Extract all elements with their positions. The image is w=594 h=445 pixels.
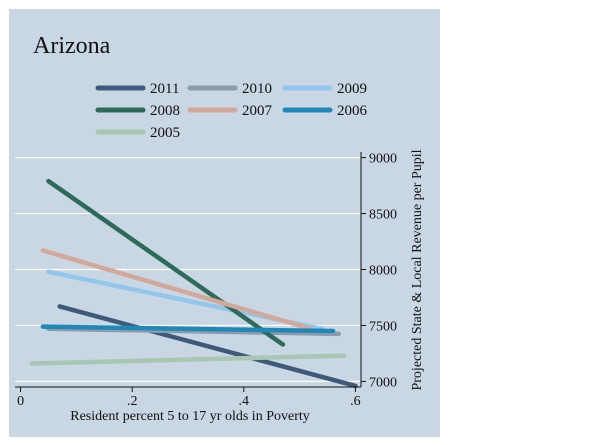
x-axis-label: Resident percent 5 to 17 yr olds in Pove… (70, 409, 310, 424)
y-tick-label-3: 8500 (369, 208, 397, 223)
x-tick-label-1: .2 (127, 394, 138, 409)
series-line-2005 (29, 353, 347, 366)
x-tick-label-0: 0 (17, 394, 24, 409)
series-lines (29, 178, 358, 389)
legend-label-2008: 2008 (150, 103, 180, 119)
series-line-2011 (57, 304, 358, 389)
y-tick-label-2: 8000 (369, 264, 397, 279)
axes: 0 .2 .4 .6 7000 7500 8000 8500 9000 (15, 152, 397, 409)
y-tick-label-1: 7500 (369, 319, 397, 334)
y-tick-label-0: 7000 (369, 375, 397, 390)
legend-label-2011: 2011 (150, 81, 179, 97)
series-line-2007 (40, 248, 314, 332)
legend-label-2010: 2010 (242, 81, 272, 97)
y-tick-label-4: 9000 (369, 152, 397, 167)
legend-label-2005: 2005 (150, 125, 180, 141)
x-tick-label-2: .4 (239, 394, 250, 409)
legend-label-2006: 2006 (337, 103, 368, 119)
x-tick-label-3: .6 (350, 394, 361, 409)
legend: 2011 2010 2009 2008 2007 2006 2005 (95, 81, 368, 141)
y-axis-label: Projected State & Local Revenue per Pupi… (410, 149, 425, 390)
series-line-2006 (40, 324, 336, 334)
legend-label-2007: 2007 (242, 103, 273, 119)
series-line-2008 (46, 178, 286, 347)
chart-title: Arizona (33, 33, 111, 59)
chart-panel-background (9, 9, 440, 437)
legend-label-2009: 2009 (337, 81, 367, 97)
